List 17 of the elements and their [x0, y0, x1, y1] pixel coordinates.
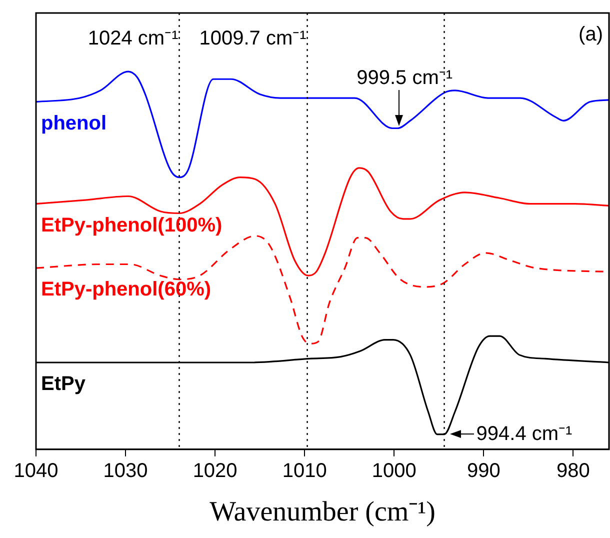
- x-tick-label: 1040: [14, 460, 58, 482]
- x-axis-title: Wavenumber (cm⁻¹): [210, 496, 436, 528]
- text: (a): [578, 24, 603, 46]
- x-tick-label: 1030: [103, 460, 148, 482]
- annotation: 994.4 cm⁻¹: [476, 422, 573, 445]
- x-tick-label: 1010: [282, 460, 327, 482]
- series-label: EtPy-phenol(60%): [41, 278, 212, 301]
- ref-line-label: 1024 cm⁻¹: [88, 28, 179, 50]
- x-tick-label: 990: [466, 460, 500, 482]
- ref-line-label: 1009.7 cm⁻¹: [199, 28, 307, 50]
- series-label: EtPy-phenol(100%): [41, 214, 222, 236]
- x-tick-label: 1020: [192, 460, 238, 482]
- series-label: phenol: [41, 112, 107, 134]
- series-label: EtPy: [41, 373, 86, 396]
- x-tick-label: 1000: [372, 460, 416, 482]
- annotation: 999.5 cm⁻¹: [356, 66, 453, 89]
- x-tick-label: 980: [556, 460, 590, 482]
